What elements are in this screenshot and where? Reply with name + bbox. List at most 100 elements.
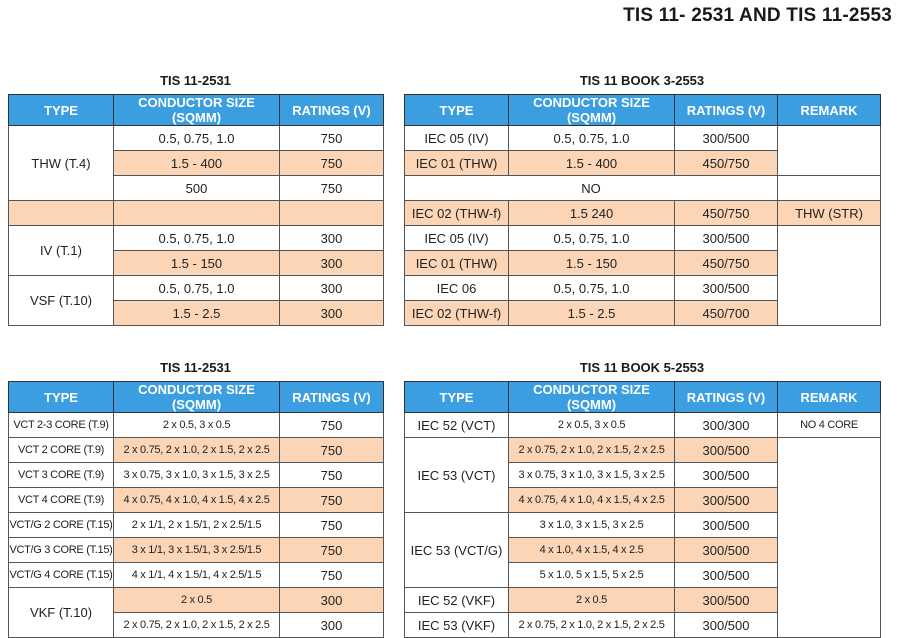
conductor-size-cell: 0.5, 0.75, 1.0	[113, 125, 280, 151]
table-row: IV (T.1) 0.5, 0.75, 1.0 300	[8, 225, 384, 276]
rating-cell	[279, 200, 384, 226]
rating-cell: 300/500	[674, 512, 778, 538]
table-row: IEC 52 (VCT) 2 x 0.5, 3 x 0.5 300/300 NO…	[404, 412, 881, 438]
conductor-size-cell: 3 x 1.0, 3 x 1.5, 3 x 2.5	[508, 512, 675, 538]
type-cell: VCT/G 4 CORE (T.15)	[8, 562, 114, 588]
rating-cell: 300/500	[674, 537, 778, 563]
table-row: VCT/G 4 CORE (T.15) 4 x 1/1, 4 x 1.5/1, …	[8, 562, 384, 588]
table-row-no: NO	[404, 175, 881, 201]
rating-cell: 300	[279, 612, 384, 638]
type-cell: IEC 05 (IV)	[404, 125, 509, 151]
column-header: TYPE	[8, 381, 114, 413]
type-cell: IEC 06	[404, 275, 509, 301]
rating-cell: 750	[279, 412, 384, 438]
type-cell: IEC 53 (VKF)	[404, 612, 509, 638]
table-header-row: TYPE CONDUCTOR SIZE (SQMM) RATINGS (V)	[8, 381, 384, 413]
column-header: TYPE	[8, 94, 114, 126]
table-header-row: TYPE CONDUCTOR SIZE (SQMM) RATINGS (V) R…	[404, 94, 881, 126]
conductor-size-cell: 2 x 0.75, 2 x 1.0, 2 x 1.5, 2 x 2.5	[113, 437, 280, 463]
type-cell: IEC 05 (IV)	[404, 225, 509, 251]
table-row: IEC 53 (VKF) 2 x 0.75, 2 x 1.0, 2 x 1.5,…	[404, 612, 881, 638]
table-row: IEC 02 (THW-f) 1.5 240 450/750 THW (STR)	[404, 200, 881, 226]
column-header: TYPE	[404, 381, 509, 413]
table-tis-11-2531-wires: TYPE CONDUCTOR SIZE (SQMM) RATINGS (V) T…	[8, 94, 384, 326]
column-header: CONDUCTOR SIZE (SQMM)	[508, 381, 675, 413]
table-row: IEC 05 (IV) 0.5, 0.75, 1.0 300/500	[404, 125, 881, 176]
rating-cell: 300/300	[674, 412, 778, 438]
table-tis-11-book5-2553: TYPE CONDUCTOR SIZE (SQMM) RATINGS (V) R…	[404, 381, 881, 638]
table-row: IEC 02 (THW-f) 1.5 - 2.5 450/700	[404, 300, 881, 326]
table-row: 500 750	[9, 175, 384, 201]
column-header: TYPE	[404, 94, 509, 126]
table-tis-11-2531-cables: TYPE CONDUCTOR SIZE (SQMM) RATINGS (V) V…	[8, 381, 384, 638]
rating-cell: 300/500	[674, 225, 778, 251]
column-header: RATINGS (V)	[279, 381, 384, 413]
rating-cell: 300/500	[674, 487, 778, 513]
type-cell: IEC 53 (VCT/G)	[404, 512, 509, 588]
rating-cell: 750	[279, 125, 384, 151]
conductor-size-cell: 3 x 1/1, 3 x 1.5/1, 3 x 2.5/1.5	[113, 537, 280, 563]
rating-cell: 300/500	[674, 125, 778, 151]
type-cell: IEC 52 (VKF)	[404, 587, 509, 613]
type-cell: VKF (T.10)	[8, 587, 114, 638]
conductor-size-cell: 1.5 240	[508, 200, 675, 226]
conductor-size-cell: 5 x 1.0, 5 x 1.5, 5 x 2.5	[508, 562, 675, 588]
rating-cell: 750	[279, 537, 384, 563]
conductor-size-cell: 2 x 0.75, 2 x 1.0, 2 x 1.5, 2 x 2.5	[508, 612, 675, 638]
table-row: 1.5 - 150 300	[9, 250, 384, 276]
conductor-size-cell: 4 x 0.75, 4 x 1.0, 4 x 1.5, 4 x 2.5	[113, 487, 280, 513]
conductor-size-cell: 1.5 - 150	[113, 250, 280, 276]
rating-cell: 300/500	[674, 462, 778, 488]
table-row: VCT/G 3 CORE (T.15) 3 x 1/1, 3 x 1.5/1, …	[8, 537, 384, 563]
conductor-size-cell: 1.5 - 2.5	[113, 300, 280, 326]
rating-cell: 450/750	[674, 200, 778, 226]
rating-cell: 300	[279, 250, 384, 276]
type-cell: IEC 02 (THW-f)	[404, 200, 509, 226]
conductor-size-cell: 4 x 0.75, 4 x 1.0, 4 x 1.5, 4 x 2.5	[508, 487, 675, 513]
rating-cell: 750	[279, 175, 384, 201]
table-row: THW (T.4) 0.5, 0.75, 1.0 750	[8, 125, 384, 201]
table-row: VCT/G 2 CORE (T.15) 2 x 1/1, 2 x 1.5/1, …	[8, 512, 384, 538]
rating-cell: 300	[279, 275, 384, 301]
rating-cell: 450/750	[674, 150, 778, 176]
type-cell: IEC 53 (VCT)	[404, 437, 509, 513]
rating-cell: 450/750	[674, 250, 778, 276]
type-cell: IV (T.1)	[8, 225, 114, 276]
remark-cell-empty	[777, 225, 881, 326]
conductor-size-cell: 2 x 0.75, 2 x 1.0, 2 x 1.5, 2 x 2.5	[113, 612, 280, 638]
rating-cell: 750	[279, 562, 384, 588]
table-row-blank	[8, 200, 384, 226]
table-row: VSF (T.10) 0.5, 0.75, 1.0 300	[8, 275, 384, 326]
type-cell-empty	[8, 200, 114, 226]
conductor-size-cell: 2 x 0.5	[508, 587, 675, 613]
type-cell: VCT 2-3 CORE (T.9)	[8, 412, 114, 438]
column-header: RATINGS (V)	[674, 94, 778, 126]
type-cell: VCT 4 CORE (T.9)	[8, 487, 114, 513]
conductor-size-cell: 3 x 0.75, 3 x 1.0, 3 x 1.5, 3 x 2.5	[508, 462, 675, 488]
rating-cell: 300/500	[674, 562, 778, 588]
section-title-bottom-left: TIS 11-2531	[160, 360, 231, 375]
table-header-row: TYPE CONDUCTOR SIZE (SQMM) RATINGS (V) R…	[404, 381, 881, 413]
remark-cell-empty	[777, 175, 881, 201]
conductor-size-cell: 2 x 0.5, 3 x 0.5	[508, 412, 675, 438]
conductor-size-cell: 0.5, 0.75, 1.0	[508, 125, 675, 151]
rating-cell: 300/500	[674, 587, 778, 613]
rating-cell: 300/500	[674, 437, 778, 463]
conductor-size-cell: 1.5 - 400	[508, 150, 675, 176]
page-title: TIS 11- 2531 AND TIS 11-2553	[623, 5, 892, 26]
column-header: REMARK	[777, 94, 881, 126]
remark-cell-empty	[777, 125, 881, 176]
column-header: CONDUCTOR SIZE (SQMM)	[113, 94, 280, 126]
table-row: VKF (T.10) 2 x 0.5 300	[8, 587, 384, 638]
rating-cell: 300	[279, 300, 384, 326]
conductor-size-cell: 4 x 1.0, 4 x 1.5, 4 x 2.5	[508, 537, 675, 563]
table-row: 4 x 0.75, 4 x 1.0, 4 x 1.5, 4 x 2.5 300/…	[405, 487, 881, 513]
type-cell: IEC 01 (THW)	[404, 150, 509, 176]
remark-cell: NO 4 CORE	[777, 412, 881, 438]
conductor-size-cell: 4 x 1/1, 4 x 1.5/1, 4 x 2.5/1.5	[113, 562, 280, 588]
section-title-top-left: TIS 11-2531	[160, 73, 231, 88]
remark-cell-empty	[777, 437, 881, 638]
table-tis-11-book3-2553: TYPE CONDUCTOR SIZE (SQMM) RATINGS (V) R…	[404, 94, 881, 326]
table-row: 2 x 0.75, 2 x 1.0, 2 x 1.5, 2 x 2.5 300	[9, 612, 384, 638]
type-cell: VCT/G 2 CORE (T.15)	[8, 512, 114, 538]
